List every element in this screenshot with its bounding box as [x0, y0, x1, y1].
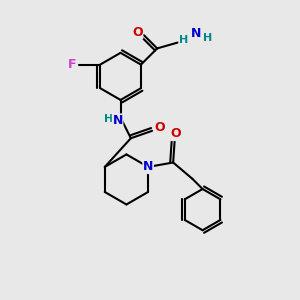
Text: N: N: [143, 160, 153, 173]
Text: N: N: [112, 114, 123, 127]
Text: F: F: [68, 58, 77, 71]
Text: H: H: [179, 35, 188, 45]
Text: N: N: [191, 27, 201, 40]
Text: H: H: [203, 33, 212, 43]
Text: H: H: [103, 114, 113, 124]
Text: O: O: [154, 122, 165, 134]
Text: O: O: [132, 26, 143, 39]
Text: O: O: [171, 128, 182, 140]
